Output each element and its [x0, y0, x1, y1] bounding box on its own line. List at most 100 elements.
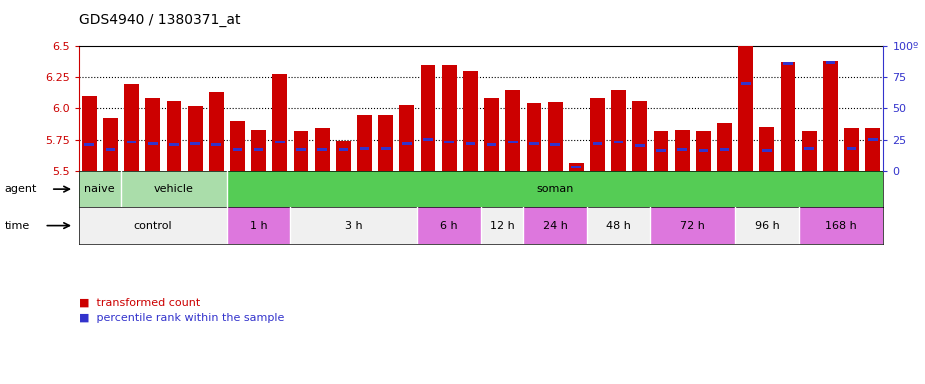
- Bar: [783, 62, 793, 65]
- Bar: [590, 98, 605, 171]
- Bar: [826, 61, 835, 64]
- Text: 12 h: 12 h: [490, 220, 514, 231]
- Text: 72 h: 72 h: [681, 220, 705, 231]
- Bar: [465, 142, 475, 145]
- Bar: [169, 143, 179, 146]
- Bar: [654, 131, 669, 171]
- Bar: [188, 106, 203, 171]
- Bar: [79, 171, 121, 207]
- Bar: [191, 142, 200, 145]
- Text: 168 h: 168 h: [825, 220, 857, 231]
- Bar: [548, 102, 562, 171]
- Text: 6 h: 6 h: [440, 220, 458, 231]
- Bar: [127, 141, 136, 143]
- Bar: [103, 118, 117, 171]
- Bar: [360, 147, 369, 150]
- Bar: [505, 90, 520, 171]
- Bar: [293, 131, 308, 171]
- Bar: [650, 207, 735, 244]
- Bar: [656, 149, 666, 152]
- Bar: [148, 142, 157, 145]
- Bar: [233, 148, 242, 151]
- Bar: [417, 207, 481, 244]
- Text: 1 h: 1 h: [250, 220, 267, 231]
- Bar: [317, 148, 327, 151]
- Bar: [272, 73, 288, 171]
- Bar: [84, 143, 94, 146]
- Bar: [674, 130, 690, 171]
- Bar: [381, 147, 390, 150]
- Bar: [444, 141, 454, 143]
- Bar: [866, 129, 881, 171]
- Bar: [463, 71, 478, 171]
- Bar: [805, 147, 814, 150]
- Bar: [421, 65, 436, 171]
- Bar: [759, 127, 774, 171]
- Bar: [635, 144, 645, 147]
- Bar: [586, 207, 650, 244]
- Bar: [614, 141, 623, 143]
- Bar: [738, 25, 753, 171]
- Bar: [336, 141, 351, 171]
- Bar: [868, 138, 878, 141]
- Bar: [105, 148, 116, 151]
- Bar: [529, 142, 538, 145]
- Bar: [212, 143, 221, 146]
- Text: agent: agent: [5, 184, 37, 194]
- Bar: [275, 141, 285, 143]
- Bar: [526, 104, 541, 171]
- Bar: [696, 131, 710, 171]
- Text: GDS4940 / 1380371_at: GDS4940 / 1380371_at: [79, 13, 240, 27]
- Bar: [290, 207, 417, 244]
- Text: 96 h: 96 h: [755, 220, 779, 231]
- Bar: [145, 98, 160, 171]
- Text: naive: naive: [84, 184, 115, 194]
- Bar: [633, 101, 648, 171]
- Bar: [735, 207, 798, 244]
- Bar: [166, 101, 181, 171]
- Bar: [339, 148, 348, 151]
- Text: vehicle: vehicle: [154, 184, 194, 194]
- Bar: [823, 61, 838, 171]
- Text: control: control: [133, 220, 172, 231]
- Bar: [484, 98, 499, 171]
- Bar: [314, 129, 329, 171]
- Bar: [717, 124, 732, 171]
- Bar: [400, 105, 414, 171]
- Bar: [230, 121, 245, 171]
- Bar: [357, 115, 372, 171]
- Bar: [845, 129, 859, 171]
- Bar: [720, 148, 729, 151]
- Bar: [79, 207, 227, 244]
- Bar: [677, 148, 687, 151]
- Bar: [572, 166, 581, 169]
- Bar: [611, 90, 626, 171]
- Bar: [846, 147, 857, 150]
- Bar: [81, 96, 96, 171]
- Bar: [802, 131, 817, 171]
- Bar: [253, 148, 264, 151]
- Bar: [296, 148, 306, 151]
- Bar: [762, 149, 771, 152]
- Bar: [227, 207, 290, 244]
- Text: 48 h: 48 h: [606, 220, 631, 231]
- Bar: [487, 143, 497, 146]
- Text: soman: soman: [536, 184, 574, 194]
- Bar: [593, 142, 602, 145]
- Bar: [378, 115, 393, 171]
- Bar: [550, 143, 560, 146]
- Bar: [781, 62, 796, 171]
- Text: 24 h: 24 h: [543, 220, 568, 231]
- Bar: [121, 171, 227, 207]
- Bar: [442, 65, 457, 171]
- Bar: [741, 82, 750, 85]
- Bar: [508, 141, 518, 143]
- Bar: [124, 84, 139, 171]
- Bar: [402, 142, 412, 145]
- Bar: [524, 207, 586, 244]
- Bar: [481, 207, 524, 244]
- Text: ■  transformed count: ■ transformed count: [79, 297, 200, 307]
- Text: 3 h: 3 h: [345, 220, 363, 231]
- Bar: [209, 92, 224, 171]
- Bar: [424, 138, 433, 141]
